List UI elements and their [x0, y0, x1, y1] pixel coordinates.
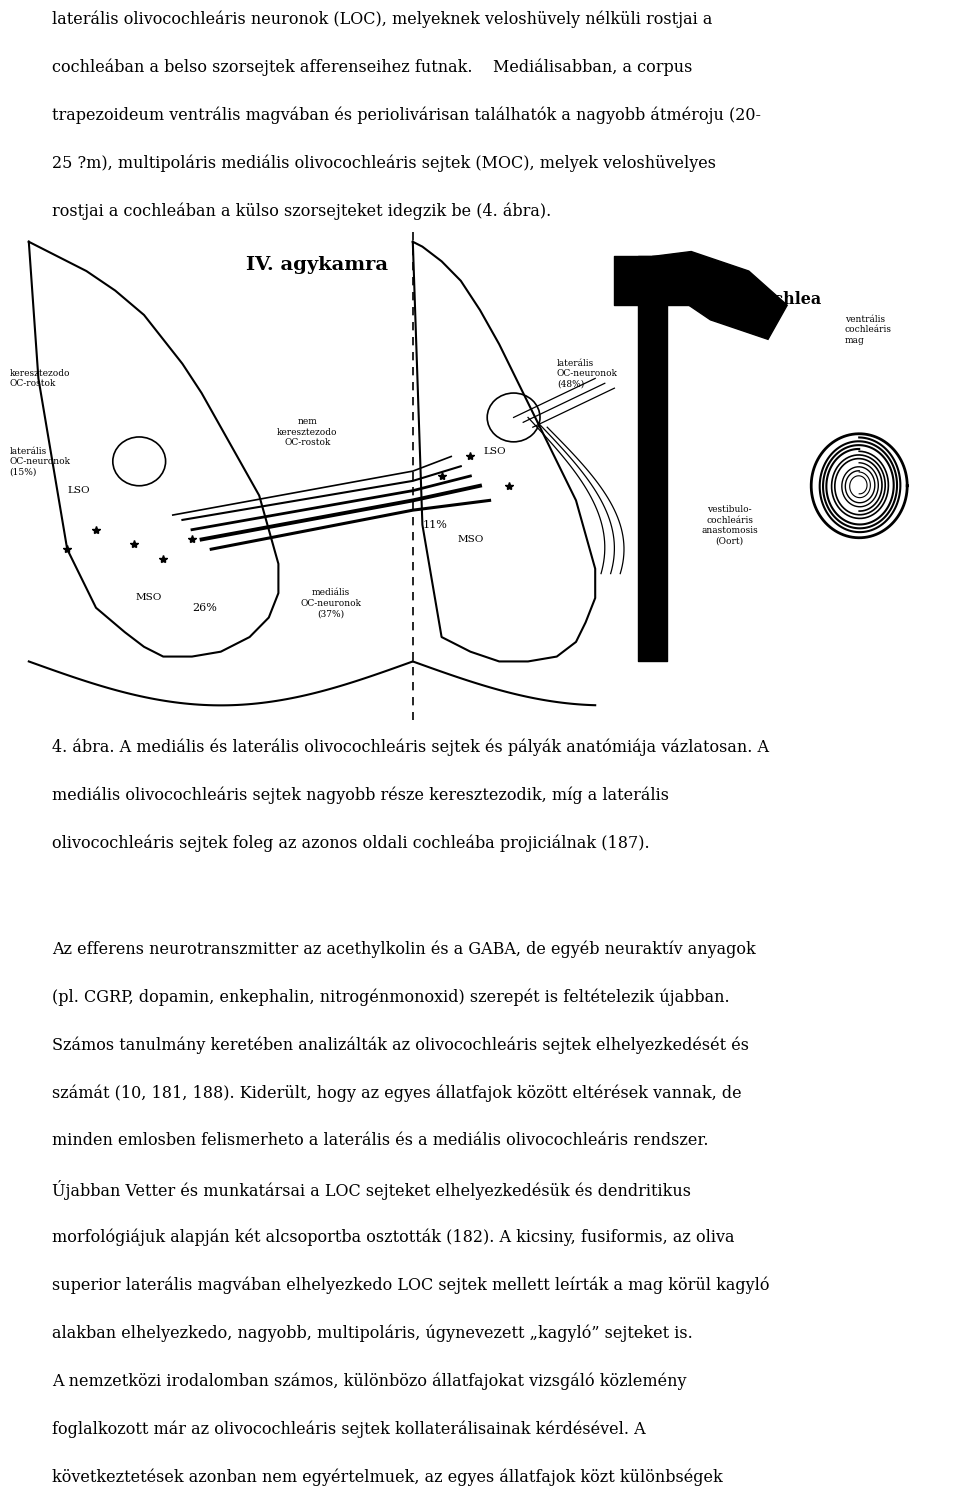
- Text: (pl. CGRP, dopamin, enkephalin, nitrogénmonoxid) szerepét is feltételezik újabba: (pl. CGRP, dopamin, enkephalin, nitrogén…: [52, 989, 730, 1005]
- Text: laterális
OC-neuronok
(48%): laterális OC-neuronok (48%): [557, 360, 618, 388]
- Text: MSO: MSO: [135, 593, 162, 602]
- Text: rostjai a cochleában a külso szorsejteket idegzik be (4. ábra).: rostjai a cochleában a külso szorsejteke…: [52, 202, 551, 220]
- Text: trapezoideum ventrális magvában és periolivárisan találhatók a nagyobb átméroju : trapezoideum ventrális magvában és perio…: [52, 106, 761, 123]
- Text: LSO: LSO: [67, 485, 90, 494]
- Text: laterális
OC-neuronok
(15%): laterális OC-neuronok (15%): [10, 446, 71, 476]
- Text: 11%: 11%: [422, 520, 447, 530]
- Text: vestibulo-
cochleáris
anastomosis
(Oort): vestibulo- cochleáris anastomosis (Oort): [701, 505, 758, 545]
- Text: 4. ábra. A mediális és laterális olivocochleáris sejtek és pályák anatómiája váz: 4. ábra. A mediális és laterális olivoco…: [52, 739, 769, 755]
- Text: keresztezodo
OC-rostok: keresztezodo OC-rostok: [10, 369, 70, 388]
- Bar: [0, 232, 960, 721]
- Text: A nemzetközi irodalomban számos, különbözo állatfajokat vizsgáló közlemény: A nemzetközi irodalomban számos, különbö…: [52, 1372, 686, 1390]
- Text: cochlea: cochlea: [753, 291, 822, 307]
- Text: Számos tanulmány keretében analizálták az olivocochleáris sejtek elhelyezkedését: Számos tanulmány keretében analizálták a…: [52, 1037, 749, 1053]
- Text: 25 ?m), multipoláris mediális olivocochleáris sejtek (MOC), melyek veloshüvelyes: 25 ?m), multipoláris mediális olivocochl…: [52, 154, 716, 171]
- Text: olivocochleáris sejtek foleg az azonos oldali cochleába projiciálnak (187).: olivocochleáris sejtek foleg az azonos o…: [52, 834, 650, 851]
- Text: IV. agykamra: IV. agykamra: [246, 256, 388, 274]
- Text: morfológiájuk alapján két alcsoportba osztották (182). A kicsiny, fusiformis, az: morfológiájuk alapján két alcsoportba os…: [52, 1228, 734, 1245]
- Text: nem
keresztezodo
OC-rostok: nem keresztezodo OC-rostok: [276, 418, 338, 448]
- Text: következtetések azonban nem egyértelmuek, az egyes állatfajok közt különbségek: következtetések azonban nem egyértelmuek…: [52, 1468, 723, 1486]
- Text: 26%: 26%: [192, 602, 217, 613]
- Text: LSO: LSO: [483, 446, 506, 455]
- Polygon shape: [653, 252, 787, 340]
- Text: mediális
OC-neuronok
(37%): mediális OC-neuronok (37%): [300, 589, 362, 619]
- Text: alakban elhelyezkedo, nagyobb, multipoláris, úgynevezett „kagyló” sejteket is.: alakban elhelyezkedo, nagyobb, multipolá…: [52, 1324, 693, 1342]
- Text: cochleában a belso szorsejtek afferenseihez futnak.    Mediálisabban, a corpus: cochleában a belso szorsejtek afferensei…: [52, 58, 692, 75]
- Text: mediális olivocochleáris sejtek nagyobb része keresztezodik, míg a laterális: mediális olivocochleáris sejtek nagyobb …: [52, 786, 669, 803]
- Text: ventrális
cochleáris
mag: ventrális cochleáris mag: [845, 315, 892, 345]
- Text: minden emlosben felismerheto a laterális és a mediális olivocochleáris rendszer.: minden emlosben felismerheto a laterális…: [52, 1132, 708, 1149]
- Text: MSO: MSO: [457, 535, 484, 544]
- Text: superior laterális magvában elhelyezkedo LOC sejtek mellett leírták a mag körül : superior laterális magvában elhelyezkedo…: [52, 1276, 770, 1293]
- Text: Az efferens neurotranszmitter az acethylkolin és a GABA, de egyéb neuraktív anya: Az efferens neurotranszmitter az acethyl…: [52, 941, 756, 957]
- Text: számát (10, 181, 188). Kiderült, hogy az egyes állatfajok között eltérések vanna: számát (10, 181, 188). Kiderült, hogy az…: [52, 1085, 742, 1101]
- Text: laterális olivocochleáris neuronok (LOC), melyeknek veloshüvely nélküli rostjai : laterális olivocochleáris neuronok (LOC)…: [52, 10, 712, 27]
- Text: foglalkozott már az olivocochleáris sejtek kollaterálisainak kérdésével. A: foglalkozott már az olivocochleáris sejt…: [52, 1420, 646, 1438]
- Text: Újabban Vetter és munkatársai a LOC sejteket elhelyezkedésük és dendritikus: Újabban Vetter és munkatársai a LOC sejt…: [52, 1180, 691, 1200]
